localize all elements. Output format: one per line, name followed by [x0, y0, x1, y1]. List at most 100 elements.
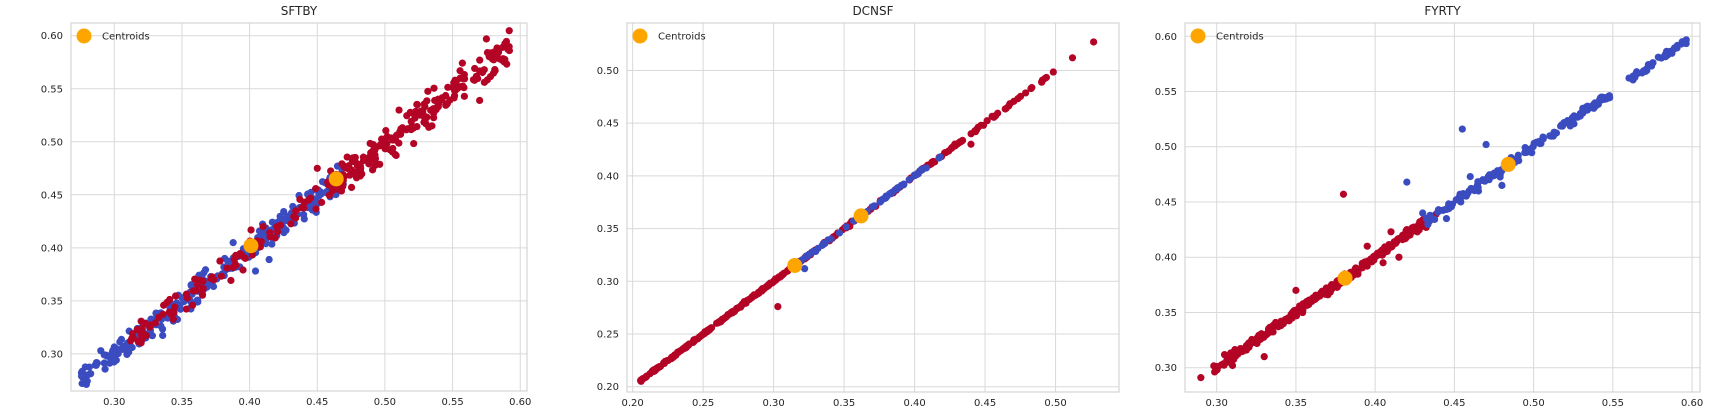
data-point-red — [458, 59, 466, 67]
data-point-red — [718, 315, 726, 323]
plot-frame — [626, 22, 1120, 393]
data-point-red — [1308, 297, 1316, 306]
chart-title: SFTBY — [281, 4, 318, 18]
data-point-blue — [868, 203, 876, 211]
data-point-red — [376, 142, 384, 150]
data-point-blue — [1458, 125, 1466, 133]
data-point-red — [169, 315, 177, 323]
data-point-blue — [317, 188, 325, 196]
data-point-blue — [1442, 214, 1451, 223]
data-point-blue — [827, 235, 835, 243]
chart-sftby: 0.30 0.35 0.40 0.45 0.50 0.55 0.60 0.30 0.35 0.40… — [41, 4, 532, 408]
data-point-blue — [809, 247, 817, 256]
x-tick-label: 0.20 — [622, 398, 644, 409]
data-point-blue — [1643, 66, 1651, 75]
data-point-red — [138, 334, 146, 342]
data-point-blue — [157, 322, 165, 330]
data-point-red — [690, 336, 698, 344]
data-point-red — [1263, 330, 1271, 339]
data-point-red — [195, 278, 203, 286]
data-point-red — [227, 276, 235, 285]
data-point-red — [1227, 355, 1235, 364]
data-point-blue — [100, 359, 108, 367]
y-tick-label: 0.60 — [1155, 32, 1177, 43]
data-point-red — [682, 342, 691, 350]
y-tick-label: 0.35 — [1155, 308, 1177, 319]
data-point-red — [1318, 287, 1326, 295]
data-point-red — [397, 125, 405, 133]
data-point-red — [1372, 251, 1380, 259]
data-point-red — [1415, 226, 1423, 234]
centroid-marker — [243, 238, 259, 254]
data-point-red — [366, 139, 374, 148]
data-point-red — [189, 287, 197, 295]
data-point-red — [500, 58, 508, 66]
data-point-red — [1379, 259, 1387, 267]
data-point-blue — [1598, 94, 1606, 103]
data-point-red — [343, 153, 351, 161]
data-point-red — [1339, 190, 1348, 198]
data-point-red — [1332, 283, 1340, 291]
data-point-blue — [1482, 140, 1490, 149]
data-point-red — [456, 83, 464, 91]
y-tick-label: 0.20 — [597, 382, 619, 393]
x-tick-label: 0.35 — [1285, 398, 1307, 409]
data-point-red — [443, 99, 451, 108]
data-point-red — [371, 156, 379, 164]
data-point-blue — [78, 379, 86, 388]
data-point-blue — [801, 265, 809, 273]
y-tick-label: 0.55 — [41, 84, 63, 95]
data-point-blue — [818, 241, 826, 249]
data-point-red — [171, 292, 180, 300]
data-point-red — [451, 76, 459, 84]
data-point-red — [955, 139, 963, 147]
data-point-red — [1350, 271, 1358, 279]
x-tick-label: 0.25 — [692, 398, 714, 409]
data-point-blue — [148, 332, 156, 340]
data-point-red — [207, 274, 215, 283]
data-point-red — [1038, 76, 1047, 84]
y-tick-label: 0.45 — [41, 190, 63, 201]
data-point-red — [1266, 323, 1274, 331]
data-point-red — [155, 313, 163, 321]
data-point-blue — [1605, 92, 1613, 100]
data-point-blue — [265, 255, 273, 264]
x-tick-label: 0.50 — [1044, 398, 1066, 409]
data-point-red — [1228, 361, 1237, 370]
data-point-blue — [1445, 204, 1453, 213]
data-point-red — [239, 266, 247, 274]
data-point-red — [499, 43, 507, 51]
data-point-blue — [1455, 194, 1463, 202]
data-point-blue — [1514, 154, 1522, 162]
data-point-red — [1028, 84, 1036, 92]
data-point-red — [1010, 97, 1018, 105]
data-point-blue — [1474, 178, 1482, 186]
data-point-blue — [97, 347, 105, 355]
data-point-red — [493, 44, 501, 52]
legend-label: Centroids — [1216, 32, 1264, 43]
data-point-blue — [1585, 104, 1593, 112]
data-point-red — [744, 296, 752, 304]
data-point-red — [171, 303, 179, 311]
data-point-red — [697, 332, 705, 340]
data-point-red — [774, 303, 782, 311]
data-point-red — [298, 204, 306, 212]
data-point-red — [451, 87, 459, 95]
data-point-red — [725, 310, 733, 318]
data-point-red — [1197, 374, 1205, 382]
data-point-blue — [101, 365, 109, 373]
x-tick-label: 0.30 — [762, 398, 784, 409]
data-point-red — [381, 145, 389, 153]
data-point-red — [1383, 247, 1391, 256]
data-point-blue — [83, 371, 91, 379]
data-point-red — [420, 100, 429, 108]
data-point-red — [1022, 89, 1030, 97]
data-point-red — [403, 112, 411, 120]
chart-title: FYRTY — [1424, 4, 1461, 18]
data-point-blue — [300, 215, 308, 223]
centroid-marker — [853, 208, 869, 224]
data-point-blue — [85, 363, 93, 371]
data-point-blue — [1434, 206, 1443, 214]
data-point-blue — [1563, 117, 1572, 125]
